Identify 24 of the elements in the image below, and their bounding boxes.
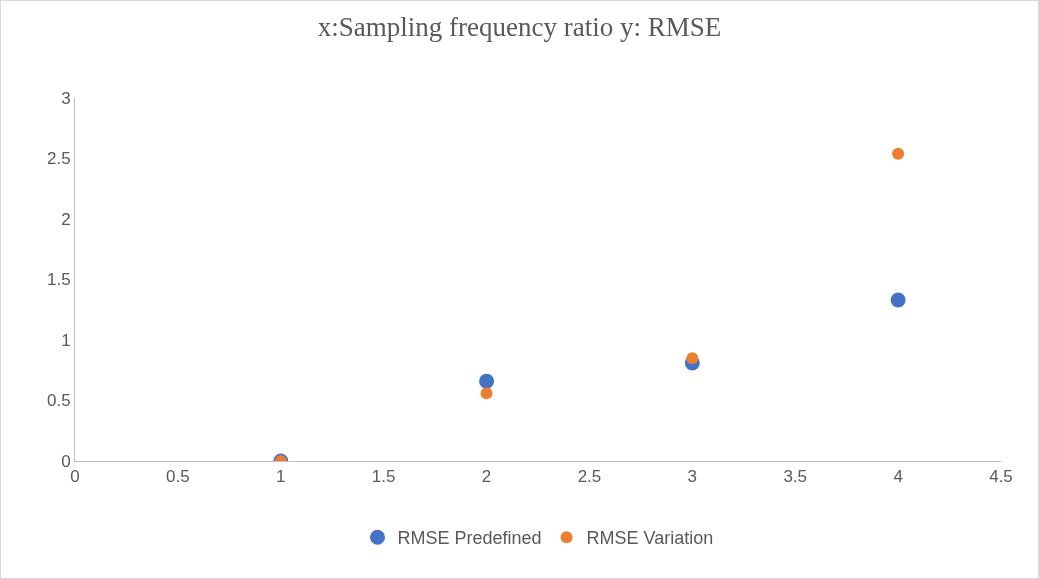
y-tick-label: 0.5 (46, 391, 71, 411)
legend-label: RMSE Predefined (397, 528, 542, 549)
y-tick-label: 1.5 (46, 270, 71, 290)
y-tick-label: 2.5 (46, 149, 71, 169)
x-tick-label: 0.5 (166, 467, 190, 487)
x-tick-label: 2.5 (577, 467, 602, 487)
legend-label: RMSE Variation (586, 528, 714, 549)
x-tick-label: 3 (687, 467, 698, 487)
y-tick-label: 0 (61, 451, 71, 471)
y-tick-label: 1 (61, 330, 71, 350)
x-tick-label: 1 (276, 467, 286, 487)
x-tick-label: 4 (893, 467, 903, 487)
point (480, 387, 493, 400)
x-tick-label: 2 (481, 467, 492, 487)
chart-title: x:Sampling frequency ratio y: RMSE (317, 12, 722, 43)
y-tick-label: 3 (61, 88, 71, 108)
x-tick-label: 1.5 (371, 467, 396, 487)
point (890, 292, 906, 308)
y-tick-label: 2 (61, 209, 71, 229)
x-tick-label: 3.5 (783, 467, 808, 487)
point (892, 147, 905, 160)
point (686, 352, 699, 365)
point (479, 373, 495, 389)
x-tick-label: 4.5 (989, 467, 1013, 487)
